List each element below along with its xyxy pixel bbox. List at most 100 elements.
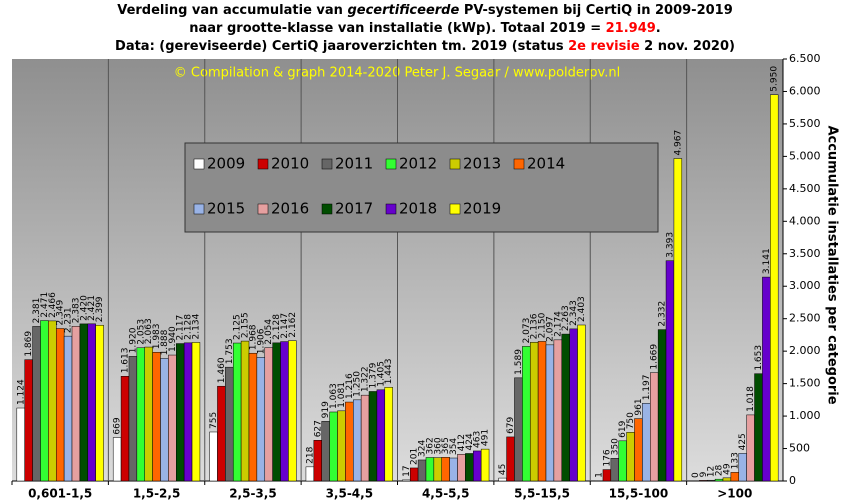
- bar: [409, 467, 419, 482]
- value-label: 2.399: [95, 296, 105, 322]
- bar: [722, 477, 732, 482]
- bar: [120, 376, 130, 482]
- legend-swatch: [321, 203, 333, 215]
- value-label: 1.063: [329, 383, 339, 409]
- y-tick-label: 4.500: [789, 182, 821, 195]
- value-label: 2.349: [56, 299, 66, 325]
- bar: [714, 478, 724, 482]
- bar: [561, 333, 570, 482]
- bar: [706, 479, 716, 482]
- bar: [313, 440, 322, 482]
- bar: [87, 323, 96, 482]
- legend-label: 2009: [207, 155, 245, 173]
- bar: [553, 339, 563, 482]
- y-tick-label: 2.500: [789, 312, 821, 325]
- bar: [112, 437, 122, 482]
- bar: [248, 352, 258, 482]
- value-label: 919: [321, 401, 331, 418]
- legend-label: 2018: [399, 200, 437, 218]
- bar: [272, 342, 281, 482]
- title-segment: PV-systemen bij CertiQ in 2009-2019: [459, 3, 732, 18]
- value-label: 12: [707, 466, 717, 477]
- legend-swatch: [193, 203, 205, 215]
- value-label: 2.471: [40, 292, 50, 318]
- y-axis-title: Accumulatie installaties per categorie: [825, 125, 840, 404]
- value-label: 45: [498, 464, 508, 475]
- bar: [368, 391, 378, 482]
- title-segment: 2 nov. 2020): [640, 39, 735, 54]
- x-tick-label: 4,5-5,5: [422, 487, 470, 501]
- bar: [71, 326, 81, 482]
- value-label: 360: [433, 437, 443, 454]
- bar: [480, 448, 490, 482]
- value-label: 2.150: [538, 312, 548, 338]
- value-label: 365: [441, 437, 451, 454]
- bar: [152, 352, 161, 482]
- bar: [537, 341, 547, 482]
- y-tick-label: 4.000: [789, 214, 821, 227]
- bar: [473, 450, 482, 482]
- bar: [360, 394, 370, 482]
- bar: [457, 454, 466, 482]
- value-label: 1.888: [160, 329, 170, 355]
- value-label: 28: [715, 464, 725, 476]
- value-label: 1.669: [650, 344, 660, 370]
- value-label: 424: [465, 433, 475, 450]
- bar: [136, 347, 145, 482]
- legend-swatch: [449, 203, 461, 215]
- bar: [329, 411, 338, 482]
- value-label: 463: [473, 431, 483, 448]
- bar: [353, 399, 362, 482]
- y-tick-label: 6.000: [789, 84, 821, 97]
- bar: [569, 328, 578, 482]
- value-label: 1.018: [746, 386, 756, 412]
- title-segment: 2e revisie: [568, 39, 640, 54]
- legend-label: 2015: [207, 200, 245, 218]
- bar: [433, 457, 442, 482]
- y-tick-label: 1.000: [789, 409, 821, 422]
- legend-label: 2013: [463, 155, 501, 173]
- bar: [95, 324, 104, 482]
- value-label: 750: [626, 412, 636, 429]
- value-label: 218: [305, 446, 315, 463]
- value-label: 133: [730, 452, 740, 469]
- value-label: 2.097: [545, 316, 555, 342]
- value-label: 201: [410, 448, 420, 465]
- value-label: 1.081: [337, 382, 347, 408]
- legend-swatch: [257, 158, 269, 170]
- bar: [384, 387, 393, 482]
- bar: [288, 340, 297, 482]
- bar: [256, 357, 266, 482]
- value-label: 2.117: [176, 315, 186, 341]
- value-label: 1.216: [345, 373, 355, 399]
- value-label: 2.383: [71, 298, 81, 324]
- bar: [618, 440, 627, 482]
- value-label: 619: [618, 420, 628, 437]
- value-label: 1.250: [353, 371, 363, 397]
- value-label: 627: [313, 420, 323, 437]
- value-label: 2.466: [48, 292, 58, 318]
- chart-title: Verdeling van accumulatie van gecertific…: [117, 3, 733, 18]
- chart-title: naar grootte-klasse van installatie (kWp…: [189, 21, 661, 36]
- bar: [321, 421, 330, 482]
- value-label: 2.073: [522, 318, 532, 344]
- title-segment: naar grootte-klasse van installatie (kWp…: [189, 21, 605, 36]
- value-label: 2.147: [280, 313, 290, 339]
- title-segment: Data: (gereviseerde) CertiQ jaaroverzich…: [115, 39, 568, 54]
- value-label: 2.381: [32, 298, 42, 324]
- title-segment: Verdeling van accumulatie van: [117, 3, 347, 18]
- legend-label: 2011: [335, 155, 373, 173]
- bar: [376, 389, 386, 482]
- title-segment: 21.949: [606, 21, 656, 36]
- bar: [642, 403, 651, 482]
- value-label: 412: [457, 434, 467, 451]
- bar: [545, 344, 555, 482]
- value-label: 679: [506, 416, 516, 433]
- bar: [345, 401, 354, 482]
- bar: [55, 328, 65, 482]
- bar: [610, 458, 619, 482]
- bar: [699, 480, 708, 482]
- bar: [738, 453, 747, 482]
- value-label: 2.053: [136, 319, 146, 345]
- bar: [522, 346, 531, 482]
